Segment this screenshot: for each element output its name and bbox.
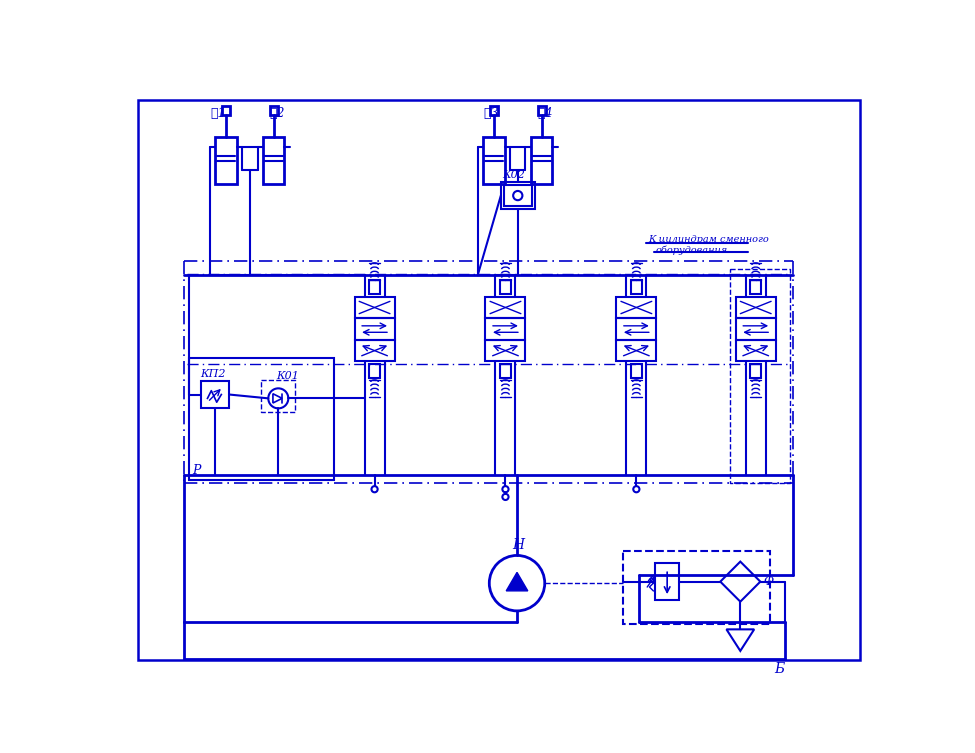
Bar — [263, 136, 285, 184]
Bar — [504, 184, 531, 206]
Bar — [736, 340, 776, 361]
Text: Б: Б — [774, 662, 785, 675]
Bar — [355, 319, 395, 340]
Text: К01: К01 — [276, 371, 299, 382]
Bar — [486, 340, 526, 361]
Text: Φ: Φ — [763, 575, 774, 588]
Bar — [751, 280, 761, 294]
Bar — [500, 364, 511, 378]
Bar — [616, 340, 656, 361]
Bar — [736, 297, 776, 319]
Bar — [655, 563, 680, 600]
Polygon shape — [506, 572, 527, 591]
Bar — [189, 358, 333, 480]
Bar — [631, 280, 642, 294]
Text: Р: Р — [192, 464, 201, 477]
Bar — [370, 280, 380, 294]
Bar — [490, 105, 498, 115]
Text: ѡ4: ѡ4 — [537, 107, 553, 120]
Bar — [623, 551, 769, 624]
Bar — [215, 136, 237, 184]
Bar — [538, 105, 545, 115]
Bar — [486, 297, 526, 319]
Text: Н: Н — [513, 538, 525, 552]
Text: оборудования: оборудования — [655, 245, 728, 255]
Bar — [500, 280, 511, 294]
Text: ѡ2: ѡ2 — [269, 107, 285, 120]
Bar — [751, 364, 761, 378]
Bar — [201, 381, 229, 408]
Bar — [270, 105, 278, 115]
Text: ѡ3: ѡ3 — [484, 107, 498, 120]
Text: К цилиндрам сменного: К цилиндрам сменного — [648, 235, 768, 244]
Bar — [370, 364, 380, 378]
Text: К02: К02 — [502, 170, 526, 180]
Bar — [222, 105, 230, 115]
Bar — [355, 340, 395, 361]
Bar — [530, 136, 553, 184]
Bar — [484, 136, 505, 184]
Bar — [631, 364, 642, 378]
Text: КП2: КП2 — [200, 369, 225, 379]
Bar — [355, 297, 395, 319]
Bar — [616, 319, 656, 340]
Text: ѡ1: ѡ1 — [211, 107, 226, 120]
Bar — [736, 319, 776, 340]
Bar — [501, 181, 534, 209]
Bar — [616, 297, 656, 319]
Bar — [486, 319, 526, 340]
